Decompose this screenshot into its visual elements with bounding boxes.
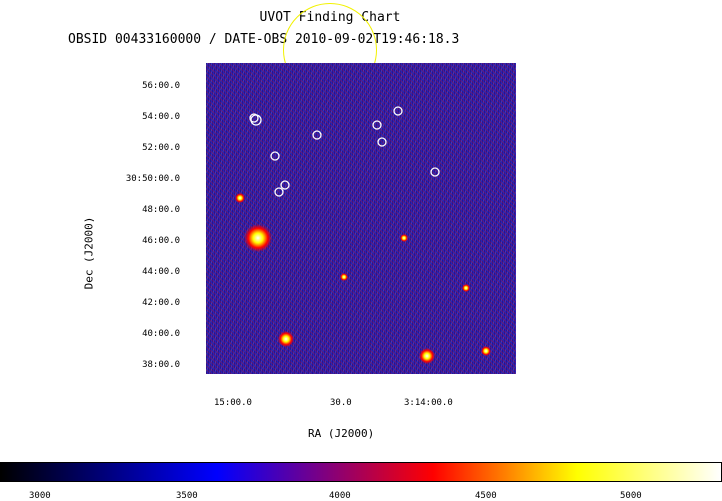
dec-tick-label: 46:00.0 bbox=[142, 236, 180, 246]
dec-tick-label: 54:00.0 bbox=[142, 112, 180, 122]
source-marker bbox=[249, 113, 259, 123]
dec-tick-label: 44:00.0 bbox=[142, 267, 180, 277]
bright-star bbox=[340, 273, 348, 281]
source-markers bbox=[249, 106, 440, 197]
source-marker bbox=[250, 114, 262, 126]
colorbar-tick-label: 4500 bbox=[475, 491, 497, 501]
colorbar-tick-label: 3000 bbox=[29, 491, 51, 501]
source-overlay bbox=[235, 106, 491, 364]
source-marker bbox=[312, 130, 322, 140]
bright-stars bbox=[235, 193, 491, 364]
bright-star bbox=[481, 346, 491, 356]
bright-star bbox=[400, 234, 408, 242]
dec-tick-label: 40:00.0 bbox=[142, 329, 180, 339]
dec-tick-label: 38:00.0 bbox=[142, 360, 180, 370]
dec-tick-label: 30:50:00.0 bbox=[125, 174, 180, 184]
colorbar-tick-label: 5000 bbox=[620, 491, 642, 501]
dec-tick-label: 48:00.0 bbox=[142, 205, 180, 215]
colorbar-tick-label: 4000 bbox=[329, 491, 351, 501]
ra-tick-label: 30.0 bbox=[330, 398, 352, 408]
sky-image bbox=[206, 63, 516, 374]
bright-star bbox=[244, 224, 272, 252]
source-marker bbox=[270, 151, 280, 161]
bright-star bbox=[462, 284, 470, 292]
y-axis-label: Dec (J2000) bbox=[82, 216, 96, 290]
dec-tick-label: 52:00.0 bbox=[142, 143, 180, 153]
bright-star bbox=[235, 193, 245, 203]
source-marker bbox=[280, 180, 290, 190]
source-marker bbox=[393, 106, 403, 116]
x-axis-label: RA (J2000) bbox=[308, 427, 375, 440]
colorbar-tick-label: 3500 bbox=[176, 491, 198, 501]
source-marker bbox=[377, 137, 387, 147]
ra-tick-label: 15:00.0 bbox=[214, 398, 252, 408]
source-marker bbox=[372, 120, 382, 130]
dec-tick-label: 56:00.0 bbox=[142, 81, 180, 91]
chart-subtitle: OBSID 00433160000 / DATE-OBS 2010-09-02T… bbox=[68, 32, 460, 47]
ra-tick-label: 3:14:00.0 bbox=[404, 398, 453, 408]
bright-star bbox=[278, 331, 294, 347]
colorbar bbox=[0, 462, 722, 482]
dec-tick-label: 42:00.0 bbox=[142, 298, 180, 308]
source-marker bbox=[430, 167, 440, 177]
source-marker bbox=[274, 187, 284, 197]
bright-star bbox=[419, 348, 435, 364]
